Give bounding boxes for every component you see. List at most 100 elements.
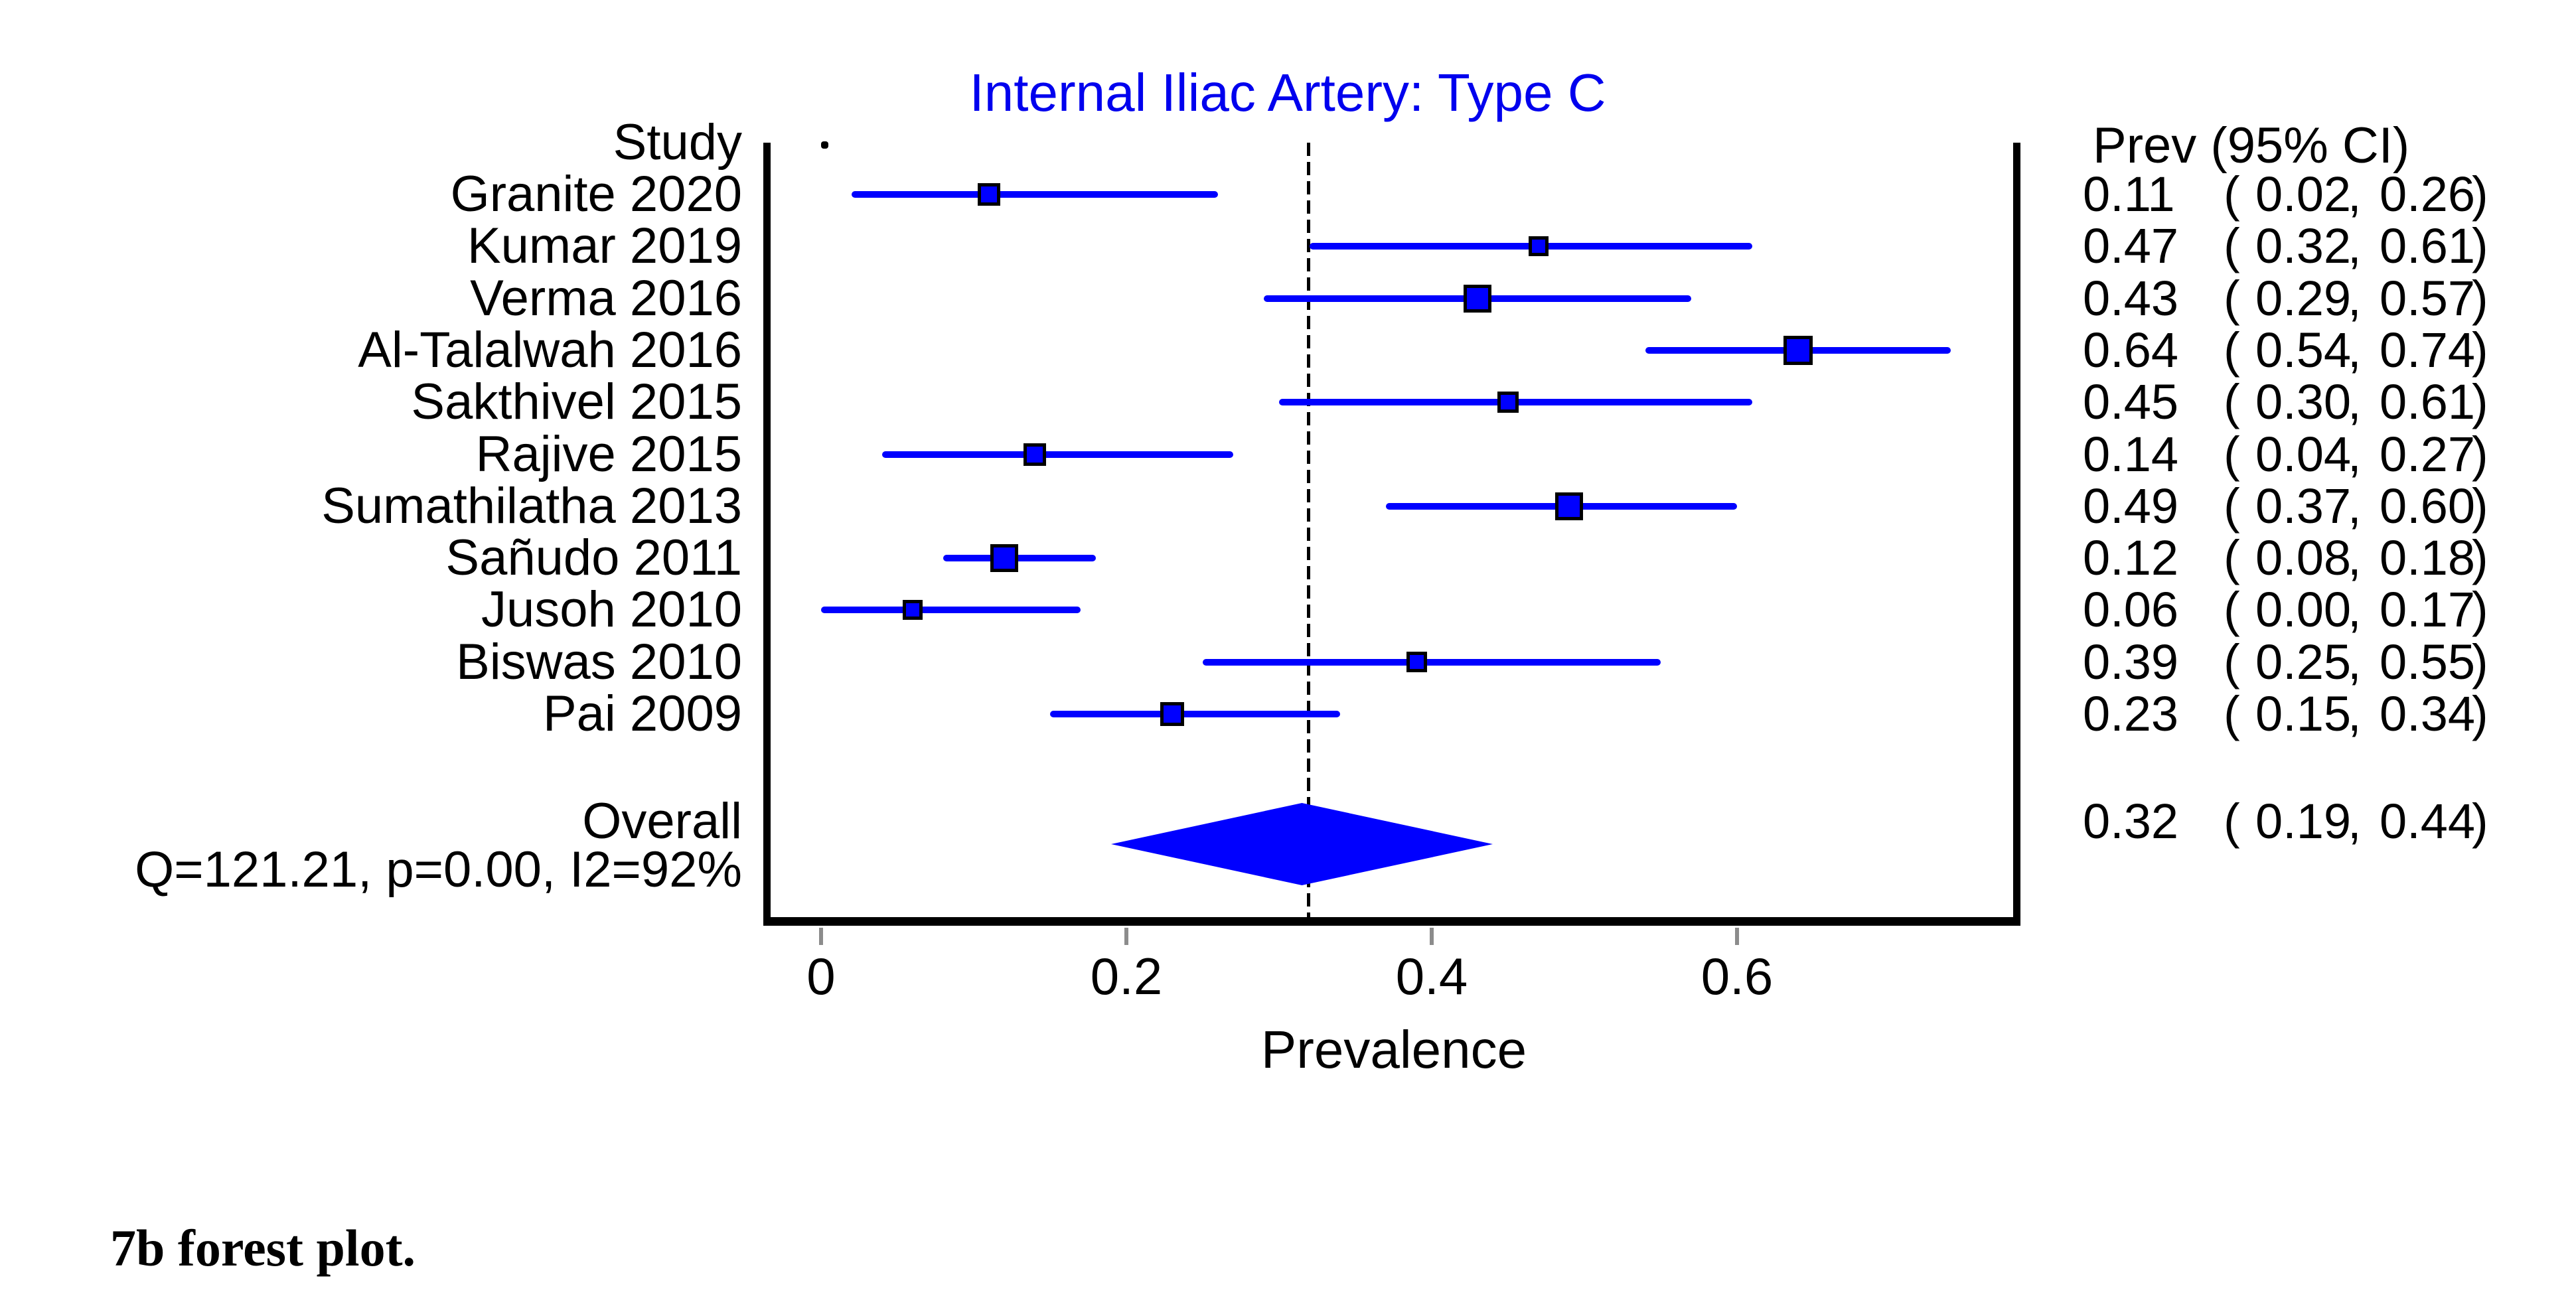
ci-text-part: 0.27 (2380, 426, 2476, 482)
ci-line (882, 451, 1233, 458)
ci-text-row: 0.12(0.08, 0.18) (2083, 534, 2488, 583)
heterogeneity-text: Q=121.21, p=0.00, I2=92% (135, 841, 742, 898)
axis-tick (819, 928, 823, 945)
ci-text-part: 0.55 (2380, 634, 2476, 689)
point-estimate-marker (1783, 335, 1813, 365)
ci-text-part: , (2348, 634, 2362, 689)
ci-text-part: ( (2224, 167, 2240, 222)
study-column-header: Study (613, 114, 742, 171)
overall-diamond (1111, 803, 1493, 885)
ci-text-row: 0.23 (0.15, 0.34) (2083, 689, 2488, 739)
ci-text-part: 0.61 (2380, 218, 2476, 274)
ci-line (852, 191, 1218, 198)
ci-text-part: ) (2472, 634, 2488, 689)
study-label: Jusoh 2010 (481, 581, 742, 638)
ci-text-part: 0.17 (2380, 582, 2476, 638)
ci-text-row: 0.64 (0.54, 0.74) (2083, 322, 2488, 378)
ci-text-part: 0.47 (2083, 218, 2179, 274)
x-axis-title: Prevalence (1260, 1020, 1527, 1079)
ci-text-part: 0.02 (2255, 167, 2352, 222)
ci-text-part: 0.08 (2255, 530, 2352, 586)
plot-frame-right (2013, 143, 2020, 926)
ci-line (1050, 711, 1340, 717)
ci-text-part: 0.44 (2380, 794, 2476, 849)
ci-text-part: ) (2472, 426, 2488, 482)
ci-text-part: ( (2224, 218, 2240, 274)
ci-line (1203, 658, 1661, 666)
point-estimate-marker (1529, 236, 1549, 257)
ci-text-part: 0.06 (2083, 582, 2179, 638)
ci-text-part: 0.25 (2255, 634, 2352, 689)
ci-text-part: ) (2472, 167, 2488, 222)
point-estimate-marker (1406, 652, 1427, 673)
study-label: Sumathilatha 2013 (321, 477, 742, 534)
ci-text-part: 0.57 (2380, 270, 2476, 326)
plot-frame-left (763, 143, 771, 926)
ci-text-part: ( (2224, 426, 2240, 482)
study-label: Verma 2016 (470, 269, 742, 326)
study-label: Al-Talalwah 2016 (358, 321, 742, 378)
ci-text-part: 0.32 (2255, 218, 2352, 274)
ci-text-part: , (2348, 478, 2362, 534)
ci-text-part: , (2348, 270, 2362, 326)
study-label: Biswas 2010 (456, 633, 742, 690)
ci-text-part: ( (2224, 530, 2240, 586)
point-estimate-marker (1023, 443, 1046, 466)
chart-title: Internal Iliac Artery: Type C (969, 63, 1606, 122)
ci-text-part: , (2348, 374, 2362, 430)
stray-point-dot (821, 141, 828, 149)
point-estimate-marker (990, 544, 1018, 573)
study-label: Rajive 2015 (475, 425, 742, 482)
ci-text-row: 0.06(0.00, 0.17) (2083, 585, 2488, 634)
overall-label: Overall (582, 793, 742, 849)
ci-text-row: 0.45(0.30, 0.61) (2083, 378, 2488, 427)
ci-text-part: 0.30 (2255, 374, 2352, 430)
ci-text-part: 0.04 (2255, 426, 2352, 482)
ci-text-part: 0.26 (2380, 167, 2476, 222)
ci-text-row: 0.39 (0.25, 0.55) (2083, 634, 2488, 689)
ci-text-part: ( (2224, 322, 2240, 378)
study-label: Kumar 2019 (467, 218, 742, 275)
ci-text-part: 0.49 (2083, 478, 2179, 534)
ci-text-part: ( (2224, 374, 2240, 430)
point-estimate-marker (1464, 284, 1491, 313)
ci-line (821, 607, 1081, 614)
ci-text-part: , (2348, 686, 2362, 741)
ci-text-part: 0.34 (2380, 686, 2476, 741)
point-estimate-marker (1497, 392, 1519, 413)
ci-line (943, 555, 1096, 562)
ci-text-part: 0.54 (2255, 322, 2352, 378)
ci-text-part: ) (2472, 374, 2488, 430)
ci-text-part: ) (2472, 794, 2488, 849)
ci-text-part: ) (2472, 218, 2488, 274)
ci-text-row: 0.49 (0.37, 0.60) (2083, 478, 2488, 534)
ci-text-part: 0.64 (2083, 322, 2179, 378)
ci-text-part: , (2348, 582, 2362, 638)
ci-text-part: 0.61 (2380, 374, 2476, 430)
ci-text-part: 0.37 (2255, 478, 2352, 534)
x-axis-line (763, 917, 2020, 926)
ci-text-part: ( (2224, 270, 2240, 326)
ci-text-part: ( (2224, 582, 2240, 638)
figure-caption: 7b forest plot. (110, 1219, 416, 1277)
axis-tick-label: 0.4 (1395, 947, 1468, 1005)
ci-text-part: 0.14 (2083, 426, 2179, 482)
ci-text-row: 0.14 (0.04, 0.27) (2083, 426, 2488, 482)
ci-text-part: 0.43 (2083, 270, 2179, 326)
ci-text-part: 0.32 (2083, 794, 2179, 849)
ci-text-part: 0.29 (2255, 270, 2352, 326)
ci-text-part: 0.15 (2255, 686, 2352, 741)
axis-tick-label: 0.6 (1701, 947, 1774, 1005)
ci-text-row: 0.11 (0.02, 0.26) (2083, 170, 2488, 219)
ci-text-part: 0.39 (2083, 634, 2179, 689)
ci-text-part: ( (2224, 478, 2240, 534)
axis-tick (1735, 928, 1739, 945)
overall-estimate-dashed-line (1307, 143, 1310, 917)
ci-text-part: ) (2472, 478, 2488, 534)
point-estimate-marker (903, 600, 923, 620)
study-label: Sakthivel 2015 (411, 374, 742, 431)
ci-text-part: ) (2472, 582, 2488, 638)
ci-text-row: 0.43 (0.29, 0.57) (2083, 270, 2488, 326)
ci-text-part: 0.12 (2083, 530, 2179, 586)
